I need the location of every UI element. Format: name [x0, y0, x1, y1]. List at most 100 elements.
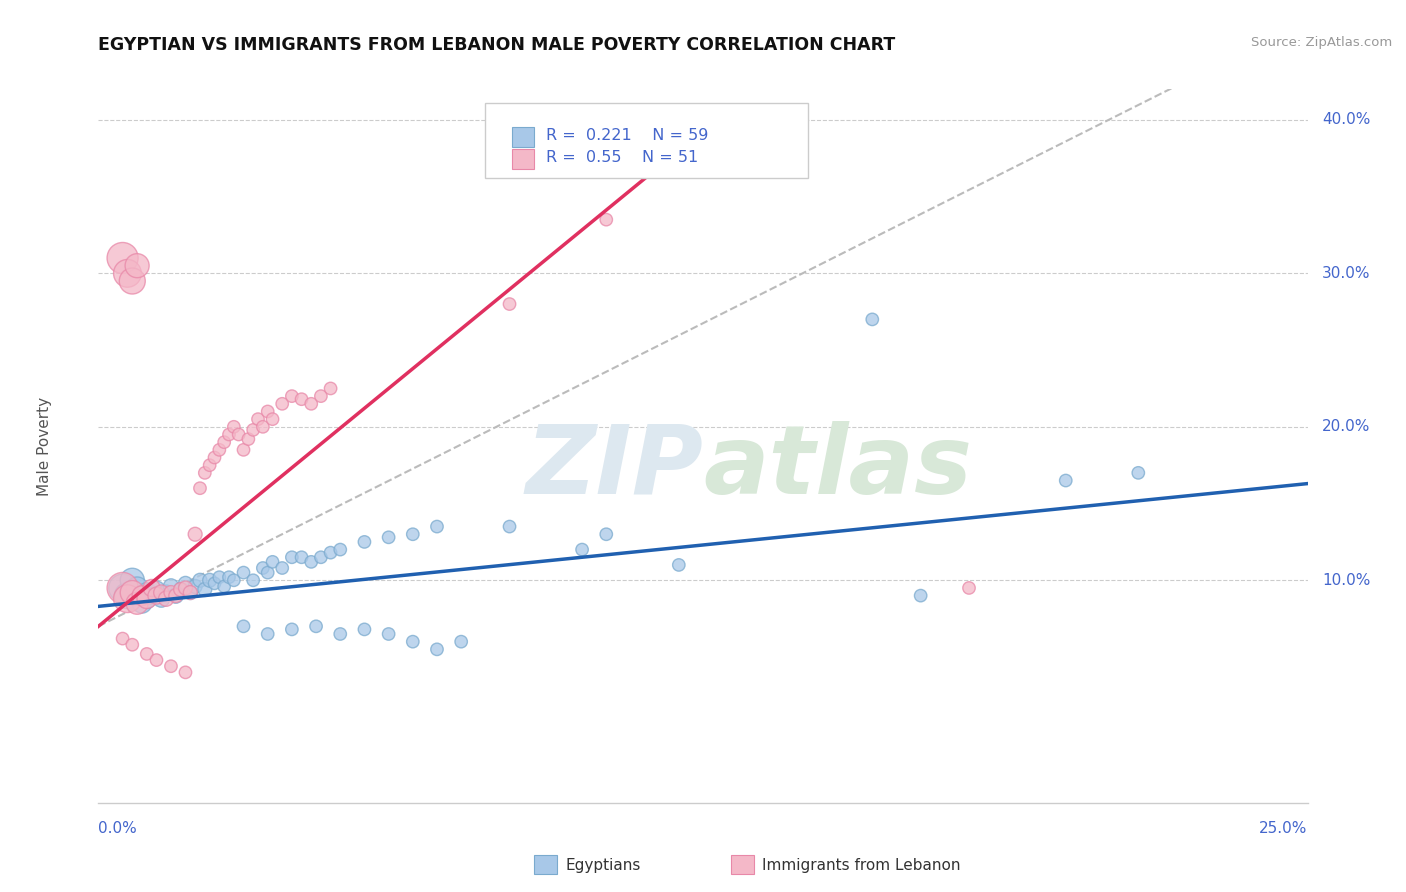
Text: ZIP: ZIP [524, 421, 703, 514]
Point [222, 419, 245, 434]
Point [141, 581, 163, 595]
Point [232, 442, 254, 457]
Point [305, 619, 328, 633]
Text: 10.0%: 10.0% [1322, 573, 1371, 588]
Point [188, 481, 211, 495]
Point [145, 582, 167, 597]
Point [218, 570, 240, 584]
Point [127, 581, 149, 595]
Point [160, 585, 183, 599]
Text: Male Poverty: Male Poverty [37, 396, 52, 496]
Text: R =  0.221    N = 59: R = 0.221 N = 59 [546, 128, 707, 143]
Point [247, 412, 270, 426]
Point [1128, 466, 1150, 480]
Text: 40.0%: 40.0% [1322, 112, 1371, 128]
Point [860, 312, 883, 326]
Point [145, 589, 167, 603]
Point [111, 581, 134, 595]
Point [212, 435, 235, 450]
Point [319, 381, 342, 395]
Point [571, 542, 593, 557]
Point [150, 591, 173, 606]
Point [290, 392, 312, 407]
Point [150, 585, 173, 599]
Point [222, 574, 245, 588]
Point [208, 570, 231, 584]
Point [256, 566, 278, 580]
Point [299, 397, 322, 411]
Point [281, 389, 304, 403]
Text: 25.0%: 25.0% [1260, 822, 1308, 836]
Point [271, 397, 294, 411]
Point [131, 589, 153, 603]
Point [252, 419, 274, 434]
Point [329, 627, 352, 641]
Point [232, 566, 254, 580]
Point [174, 581, 197, 595]
Point [121, 274, 143, 288]
Point [135, 591, 157, 606]
Point [155, 585, 177, 599]
Point [198, 574, 221, 588]
Point [271, 561, 294, 575]
Point [402, 634, 425, 648]
Point [141, 589, 163, 603]
Point [309, 389, 332, 403]
Point [165, 589, 187, 603]
Point [498, 519, 520, 533]
Point [218, 427, 240, 442]
Point [426, 519, 449, 533]
Point [174, 665, 197, 680]
Point [204, 450, 226, 465]
Point [179, 585, 201, 599]
Point [242, 574, 264, 588]
Point [121, 638, 143, 652]
Point [160, 579, 183, 593]
Point [402, 527, 425, 541]
Point [179, 585, 201, 599]
Point [121, 574, 143, 588]
Point [204, 576, 226, 591]
Point [242, 423, 264, 437]
Point [117, 589, 139, 603]
Point [111, 632, 134, 646]
Text: Source: ZipAtlas.com: Source: ZipAtlas.com [1251, 36, 1392, 49]
Point [165, 589, 187, 603]
Point [228, 427, 250, 442]
Point [256, 627, 278, 641]
Point [910, 589, 932, 603]
Point [309, 550, 332, 565]
Text: R =  0.55    N = 51: R = 0.55 N = 51 [546, 150, 697, 165]
Point [498, 297, 520, 311]
Point [198, 458, 221, 473]
Point [184, 579, 207, 593]
Point [299, 555, 322, 569]
Point [184, 527, 207, 541]
Point [957, 581, 980, 595]
Point [232, 619, 254, 633]
Point [319, 546, 342, 560]
Point [252, 561, 274, 575]
Text: 30.0%: 30.0% [1322, 266, 1371, 281]
Point [426, 642, 449, 657]
Point [377, 530, 399, 544]
Point [262, 412, 284, 426]
Point [174, 576, 197, 591]
Point [377, 627, 399, 641]
Point [117, 266, 139, 280]
Point [127, 259, 149, 273]
Point [135, 585, 157, 599]
Point [169, 582, 191, 597]
Point [290, 550, 312, 565]
Point [111, 581, 134, 595]
Text: Immigrants from Lebanon: Immigrants from Lebanon [762, 858, 960, 872]
Point [238, 432, 260, 446]
Point [188, 574, 211, 588]
Point [262, 555, 284, 569]
Text: Egyptians: Egyptians [565, 858, 641, 872]
Point [135, 591, 157, 606]
Point [111, 251, 134, 265]
Point [160, 659, 183, 673]
Point [281, 623, 304, 637]
Point [194, 582, 217, 597]
